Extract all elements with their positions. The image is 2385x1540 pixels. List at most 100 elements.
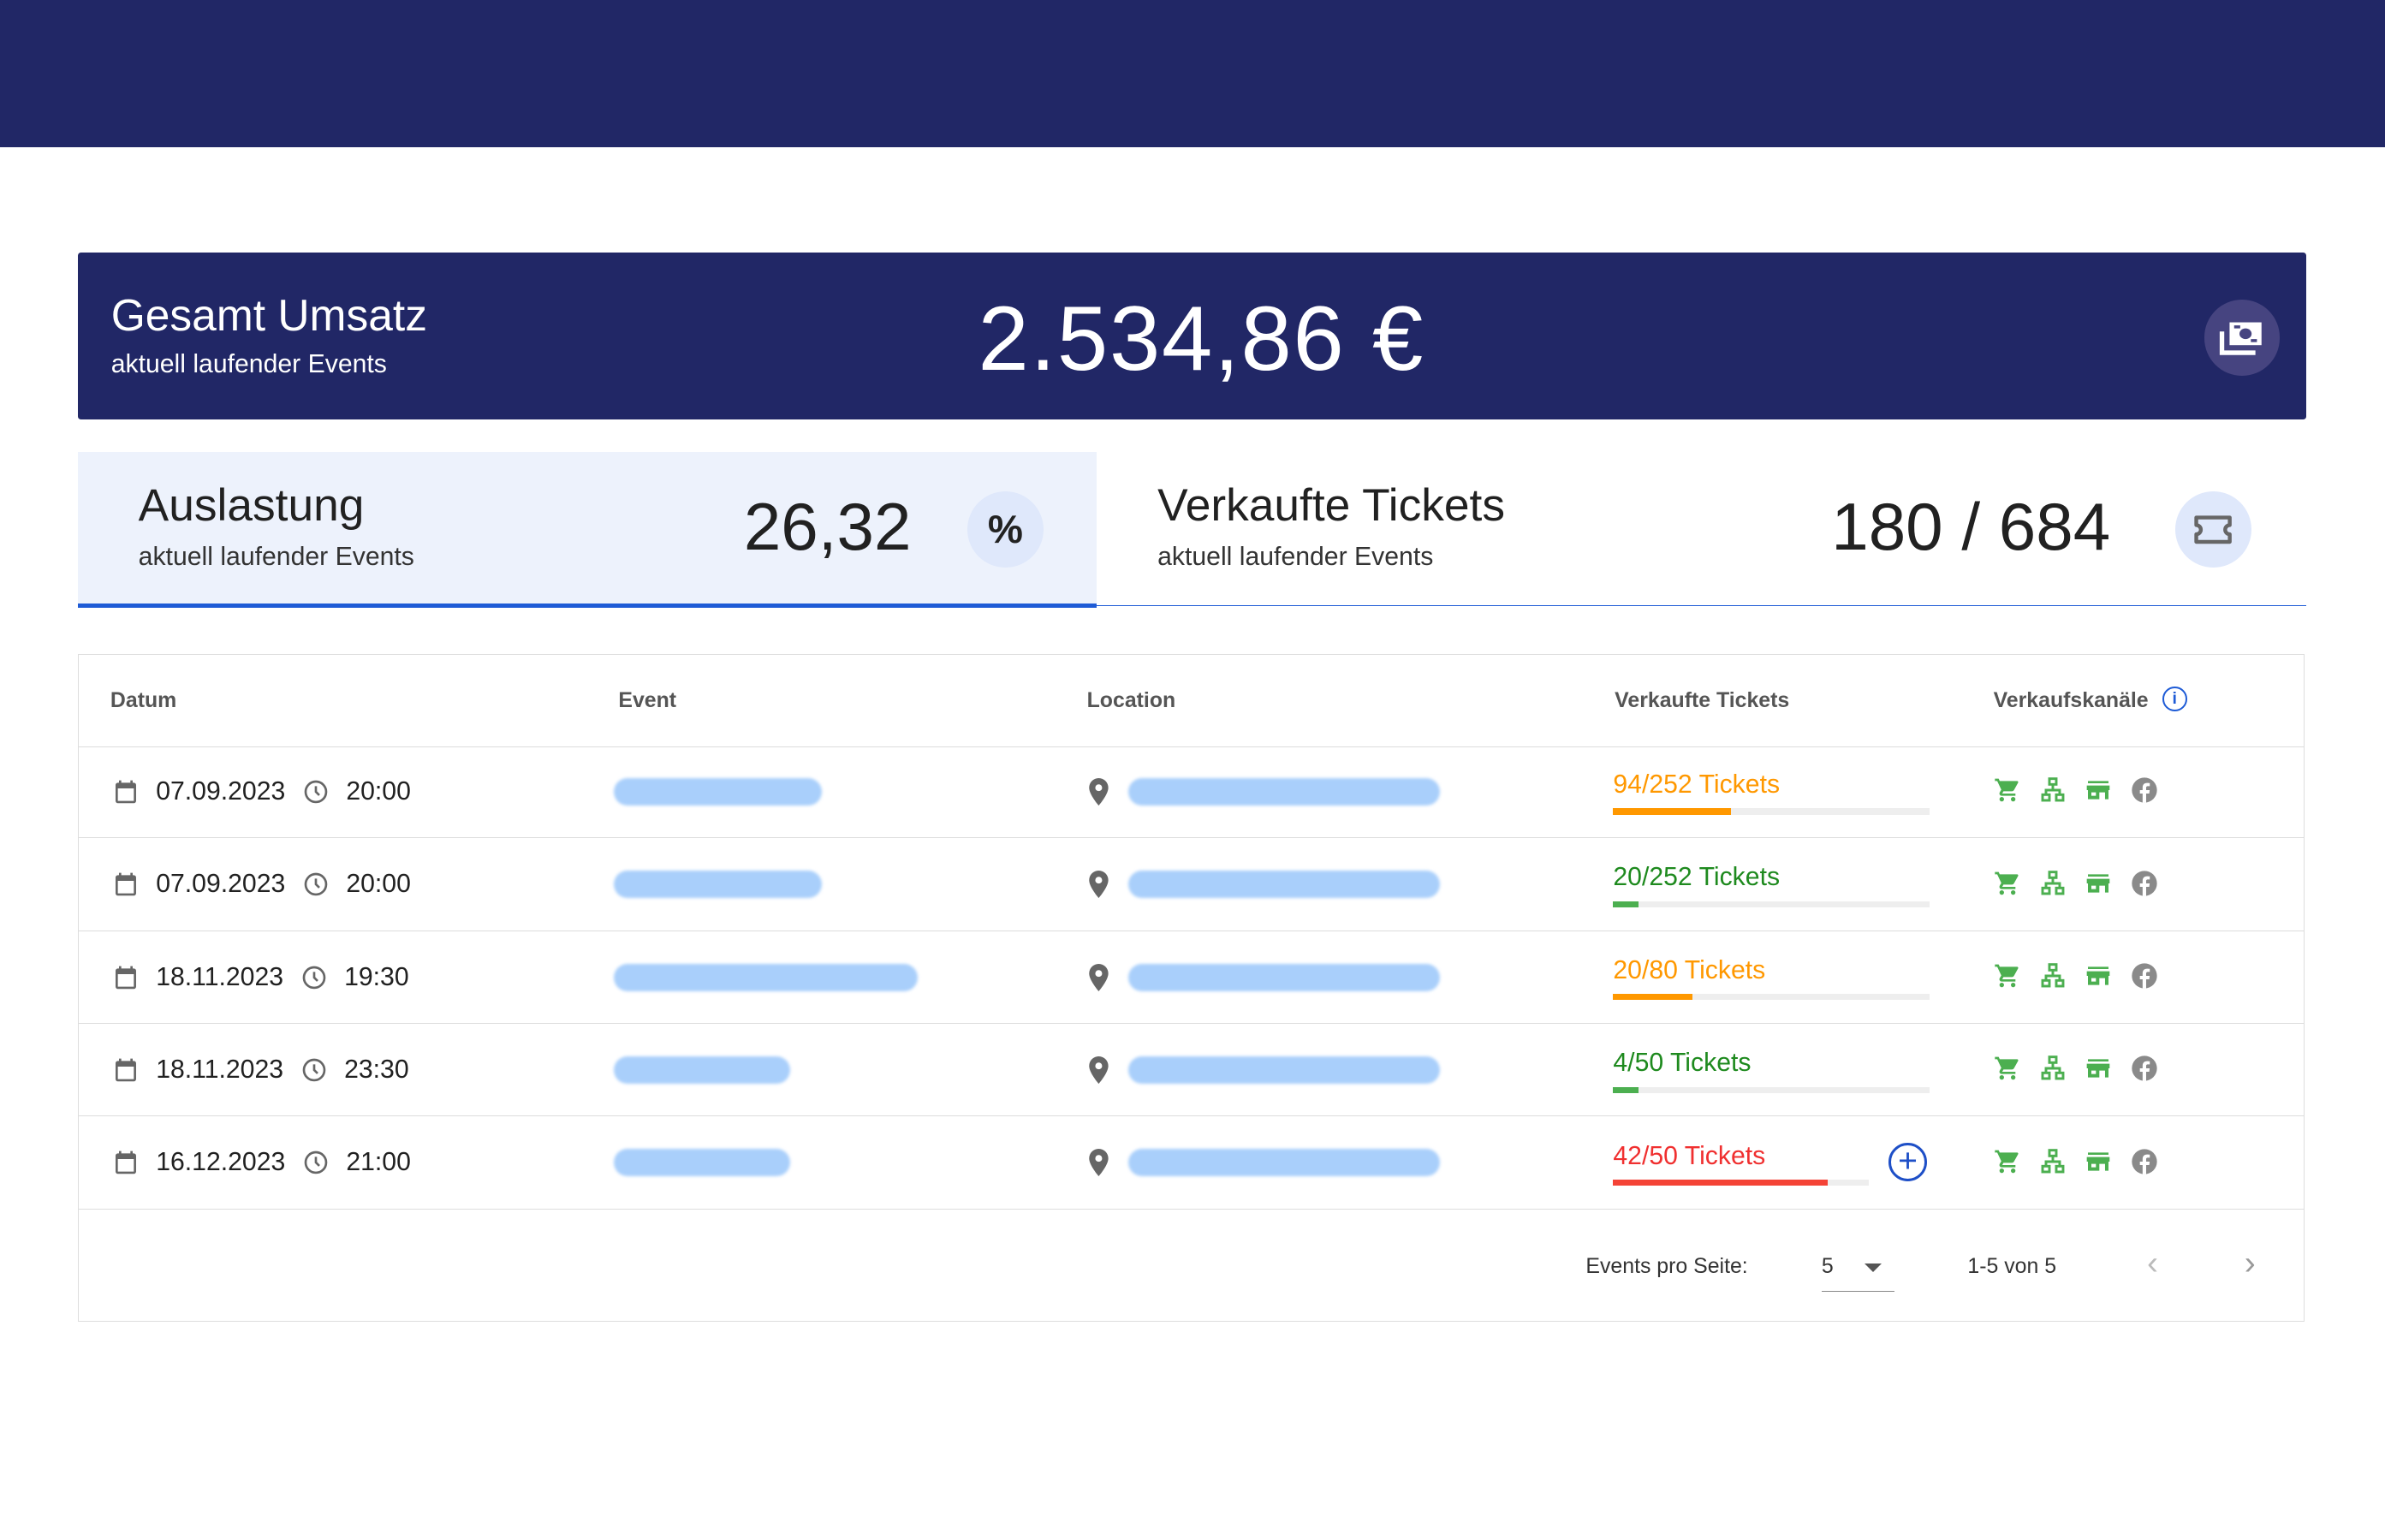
tab-title: Auslastung <box>138 479 365 531</box>
cart-icon[interactable] <box>1994 962 2021 996</box>
store-icon[interactable] <box>2085 776 2112 811</box>
prev-page-button[interactable]: ‹ <box>2147 1245 2159 1282</box>
tab-value: 26,32 <box>743 489 912 565</box>
table-row[interactable]: 16.12.2023 21:00 42/50 Tickets + <box>78 1117 2305 1210</box>
tab-title: Verkaufte Tickets <box>1157 479 1505 531</box>
money-icon <box>2204 300 2281 376</box>
store-icon[interactable] <box>2085 962 2112 996</box>
next-page-button[interactable]: › <box>2244 1245 2256 1282</box>
cart-icon[interactable] <box>1994 776 2021 811</box>
date-cell: 18.11.2023 19:30 <box>112 931 409 1023</box>
per-page-select[interactable]: 5 <box>1821 1245 1895 1292</box>
location-name-redacted <box>1127 871 1440 899</box>
date-cell: 16.12.2023 21:00 <box>112 1117 411 1209</box>
event-date: 16.12.2023 <box>156 1148 286 1177</box>
location-cell <box>1088 1025 1440 1116</box>
network-icon[interactable] <box>2039 776 2067 811</box>
facebook-icon[interactable] <box>2131 1148 2158 1182</box>
facebook-icon[interactable] <box>2131 962 2158 996</box>
tickets-sold: 94/252 Tickets <box>1613 770 1781 800</box>
events-table: Datum Event Location Verkaufte Tickets V… <box>77 654 2305 1323</box>
tickets-progress-bar <box>1613 994 1930 1001</box>
per-page-value: 5 <box>1821 1254 1834 1279</box>
dropdown-arrow-icon <box>1864 1263 1882 1281</box>
location-name-redacted <box>1127 777 1440 806</box>
tab-subtitle: aktuell laufender Events <box>1157 543 1434 572</box>
event-date: 07.09.2023 <box>156 776 286 806</box>
tickets-progress-bar <box>1613 1086 1930 1093</box>
location-cell <box>1088 1117 1440 1209</box>
location-pin-icon <box>1089 871 1109 899</box>
tickets-sold: 20/80 Tickets <box>1613 955 1766 984</box>
cart-icon[interactable] <box>1994 870 2021 904</box>
network-icon[interactable] <box>2039 870 2067 904</box>
event-date: 18.11.2023 <box>156 962 284 991</box>
date-cell: 18.11.2023 23:30 <box>112 1025 409 1116</box>
table-header: Datum Event Location Verkaufte Tickets V… <box>78 655 2305 747</box>
event-time: 23:30 <box>344 1055 409 1085</box>
cart-icon[interactable] <box>1994 1055 2021 1089</box>
table-row[interactable]: 07.09.2023 20:00 20/252 Tickets <box>78 839 2305 931</box>
revenue-card: Gesamt Umsatz aktuell laufender Events 2… <box>77 252 2306 420</box>
header-date[interactable]: Datum <box>110 688 177 713</box>
tickets-sold: 20/252 Tickets <box>1613 863 1781 892</box>
network-icon[interactable] <box>2039 1055 2067 1089</box>
event-date: 07.09.2023 <box>156 870 286 899</box>
header-channels[interactable]: Verkaufskanäle <box>1993 688 2149 713</box>
network-icon[interactable] <box>2039 962 2067 996</box>
calendar-icon <box>115 780 136 804</box>
store-icon[interactable] <box>2085 1055 2112 1089</box>
table-row[interactable]: 07.09.2023 20:00 94/252 Tickets <box>78 746 2305 839</box>
tickets-progress-bar <box>1613 808 1930 815</box>
event-name-redacted[interactable] <box>614 746 823 838</box>
calendar-icon <box>115 966 136 990</box>
facebook-icon[interactable] <box>2131 1055 2158 1089</box>
ticket-icon <box>2174 491 2251 568</box>
clock-icon <box>304 1151 328 1174</box>
header-event[interactable]: Event <box>618 688 677 713</box>
clock-icon <box>304 780 328 804</box>
store-icon[interactable] <box>2085 870 2112 904</box>
store-icon[interactable] <box>2085 1148 2112 1182</box>
tickets-progress-bar <box>1613 901 1930 907</box>
network-icon[interactable] <box>2039 1148 2067 1182</box>
tab-verkaufte-tickets[interactable]: Verkaufte Tickets aktuell laufender Even… <box>1097 452 2306 607</box>
tab-value: 180 / 684 <box>1831 489 2111 565</box>
event-name-redacted[interactable] <box>614 931 919 1023</box>
location-pin-icon <box>1089 1056 1109 1085</box>
header-tickets[interactable]: Verkaufte Tickets <box>1615 688 1790 713</box>
tickets-progress-bar <box>1613 1180 1869 1186</box>
tab-subtitle: aktuell laufender Events <box>138 543 414 572</box>
facebook-icon[interactable] <box>2131 870 2158 904</box>
header-location[interactable]: Location <box>1086 688 1176 713</box>
tickets-sold: 4/50 Tickets <box>1613 1049 1752 1078</box>
event-date: 18.11.2023 <box>156 1055 284 1085</box>
facebook-icon[interactable] <box>2131 776 2158 811</box>
location-cell <box>1088 931 1440 1023</box>
event-name-redacted[interactable] <box>614 839 823 931</box>
location-name-redacted <box>1127 1149 1440 1177</box>
calendar-icon <box>115 1151 136 1174</box>
location-name-redacted <box>1127 1056 1440 1085</box>
tab-auslastung[interactable]: Auslastung aktuell laufender Events 26,3… <box>77 451 1097 609</box>
clock-icon <box>304 872 328 896</box>
location-cell <box>1088 746 1440 838</box>
location-pin-icon <box>1089 777 1109 806</box>
add-tickets-button[interactable]: + <box>1888 1143 1928 1182</box>
revenue-subtitle: aktuell laufender Events <box>110 349 387 378</box>
top-app-bar <box>0 0 2385 148</box>
page-range: 1-5 von 5 <box>1967 1254 2057 1279</box>
date-cell: 07.09.2023 20:00 <box>112 839 411 931</box>
event-time: 20:00 <box>346 870 411 899</box>
cart-icon[interactable] <box>1994 1148 2021 1182</box>
per-page-label: Events pro Seite: <box>1585 1254 1748 1279</box>
table-row[interactable]: 18.11.2023 19:30 20/80 Tickets <box>78 931 2305 1024</box>
pagination: Events pro Seite: 5 1-5 von 5 ‹ › <box>79 1211 2304 1321</box>
info-icon[interactable]: i <box>2162 687 2187 712</box>
event-name-redacted[interactable] <box>614 1025 791 1116</box>
location-pin-icon <box>1089 963 1109 991</box>
event-name-redacted[interactable] <box>614 1117 791 1209</box>
location-cell <box>1088 839 1440 931</box>
table-row[interactable]: 18.11.2023 23:30 4/50 Tickets <box>78 1025 2305 1117</box>
revenue-value: 2.534,86 € <box>978 287 1425 390</box>
